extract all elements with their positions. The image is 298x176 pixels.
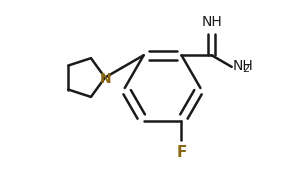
Text: 2: 2 — [242, 64, 249, 74]
Text: N: N — [100, 71, 112, 86]
Text: NH: NH — [201, 15, 222, 29]
Text: F: F — [176, 145, 187, 160]
Text: NH: NH — [233, 59, 254, 73]
